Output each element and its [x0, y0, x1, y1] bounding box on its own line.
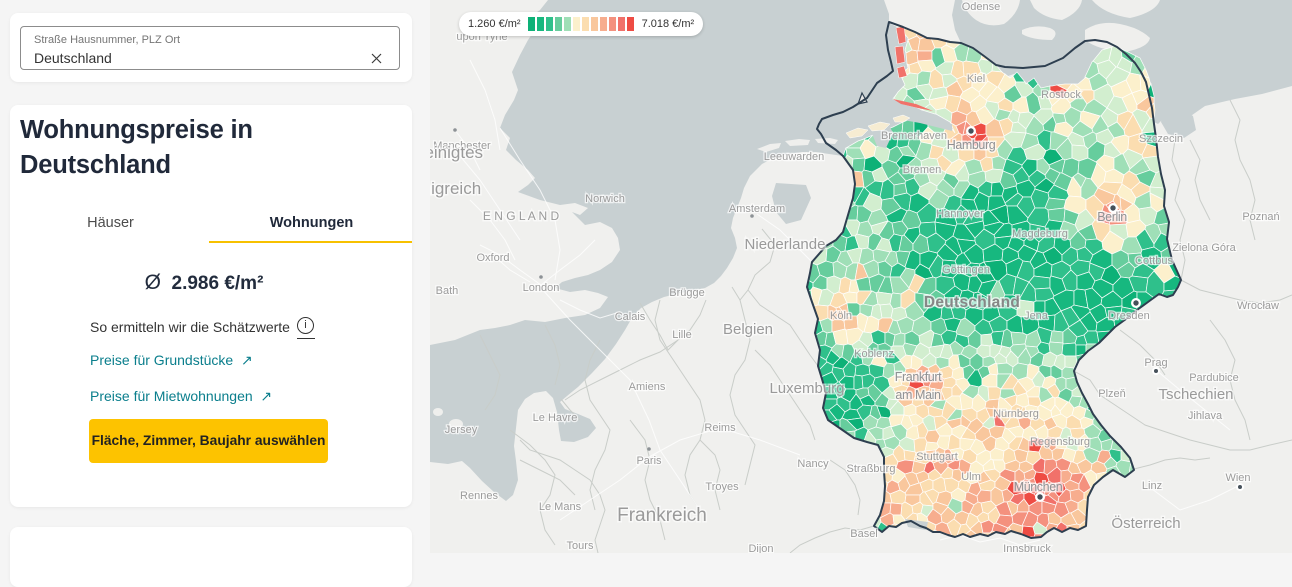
svg-text:Hamburg: Hamburg — [947, 138, 996, 152]
svg-text:Wrocław: Wrocław — [1237, 300, 1279, 312]
svg-text:Nürnberg: Nürnberg — [993, 408, 1039, 420]
svg-text:Köln: Köln — [830, 310, 852, 322]
svg-text:Zielona Góra: Zielona Góra — [1172, 242, 1236, 254]
svg-text:Brügge: Brügge — [669, 287, 704, 299]
svg-text:Nancy: Nancy — [797, 458, 829, 470]
svg-text:Bath: Bath — [436, 285, 459, 297]
svg-text:Oxford: Oxford — [476, 252, 509, 264]
svg-text:Tours: Tours — [567, 540, 594, 552]
svg-text:Deutschland: Deutschland — [924, 294, 1020, 311]
svg-text:Stuttgart: Stuttgart — [916, 451, 958, 463]
svg-text:Straßburg: Straßburg — [847, 463, 896, 475]
svg-text:Koblenz: Koblenz — [854, 348, 894, 360]
svg-text:Plzeň: Plzeň — [1098, 388, 1126, 400]
svg-text:Paris: Paris — [636, 455, 662, 467]
svg-text:Dijon: Dijon — [748, 543, 773, 553]
svg-text:Dresden: Dresden — [1108, 310, 1150, 322]
svg-text:Linz: Linz — [1142, 480, 1162, 492]
svg-text:Poznań: Poznań — [1242, 211, 1279, 223]
svg-text:London: London — [523, 282, 560, 294]
svg-text:Calais: Calais — [615, 311, 646, 323]
svg-text:Vereinigtes: Vereinigtes — [430, 143, 483, 162]
svg-text:Österreich: Österreich — [1111, 514, 1180, 532]
svg-text:Pardubice: Pardubice — [1189, 372, 1239, 384]
svg-text:Rennes: Rennes — [460, 490, 498, 502]
svg-text:Frankreich: Frankreich — [617, 505, 707, 526]
svg-text:Regensburg: Regensburg — [1030, 436, 1090, 448]
svg-text:Prag: Prag — [1144, 357, 1167, 369]
svg-text:Le Havre: Le Havre — [533, 412, 578, 424]
svg-text:Leeuwarden: Leeuwarden — [764, 151, 825, 163]
svg-text:Ulm: Ulm — [961, 471, 981, 483]
svg-text:Jena: Jena — [1024, 310, 1049, 322]
svg-text:am Main: am Main — [895, 388, 941, 402]
svg-text:Troyes: Troyes — [705, 481, 739, 493]
svg-text:Jersey: Jersey — [445, 424, 478, 436]
svg-text:Niederlande: Niederlande — [745, 236, 826, 253]
svg-text:Kiel: Kiel — [967, 73, 985, 85]
svg-text:Jihlava: Jihlava — [1188, 410, 1223, 422]
svg-text:Norwich: Norwich — [585, 193, 625, 205]
svg-text:Tschechien: Tschechien — [1158, 386, 1233, 403]
svg-text:E N G L A N D: E N G L A N D — [483, 209, 560, 223]
svg-text:München: München — [1014, 480, 1063, 494]
svg-text:Berlin: Berlin — [1097, 210, 1127, 224]
svg-text:Rostock: Rostock — [1041, 89, 1081, 101]
svg-text:Innsbruck: Innsbruck — [1003, 543, 1051, 553]
svg-text:Luxemburg: Luxemburg — [769, 380, 844, 397]
svg-text:Amsterdam: Amsterdam — [729, 203, 785, 215]
svg-text:Amiens: Amiens — [629, 381, 666, 393]
svg-text:Göttingen: Göttingen — [942, 264, 990, 276]
svg-text:Magdeburg: Magdeburg — [1012, 228, 1068, 240]
svg-text:Cottbus: Cottbus — [1135, 255, 1173, 267]
svg-text:Bremerhaven: Bremerhaven — [881, 130, 947, 142]
svg-text:Manchester: Manchester — [433, 140, 491, 152]
svg-text:Le Mans: Le Mans — [539, 501, 582, 513]
svg-text:Wien: Wien — [1225, 472, 1250, 484]
svg-text:Odense: Odense — [962, 1, 1001, 13]
svg-text:Hannover: Hannover — [936, 208, 984, 220]
svg-text:Reims: Reims — [704, 422, 736, 434]
svg-text:Lille: Lille — [672, 329, 692, 341]
svg-text:Frankfurt: Frankfurt — [895, 370, 942, 384]
svg-text:Szczecin: Szczecin — [1139, 133, 1183, 145]
svg-text:Bremen: Bremen — [903, 164, 942, 176]
svg-text:Königreich: Königreich — [430, 179, 481, 198]
svg-text:Basel: Basel — [850, 528, 878, 540]
svg-text:Belgien: Belgien — [723, 321, 773, 338]
